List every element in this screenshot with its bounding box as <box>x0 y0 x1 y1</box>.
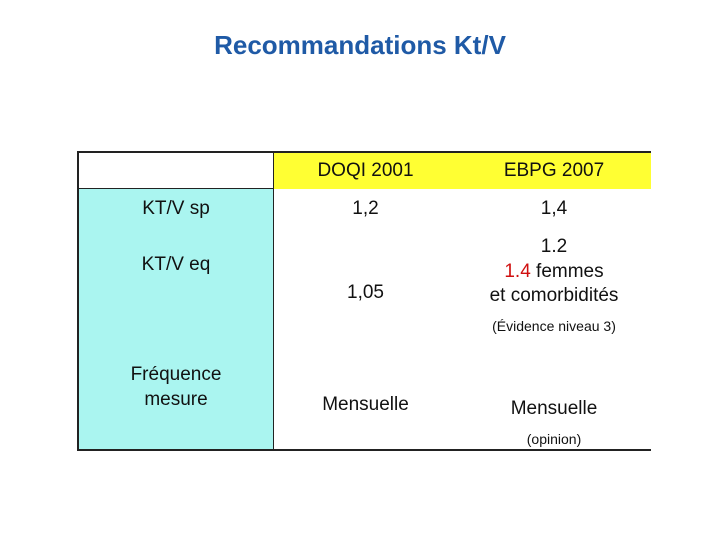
row-label-frequency-line2: mesure <box>144 388 208 410</box>
table-corner-cell <box>79 153 274 189</box>
ebpg-ktv-eq-line1: 1.2 <box>540 236 568 257</box>
recommendations-table: DOQI 2001 EBPG 2007 KT/V sp 1,2 1,4 KT/V… <box>77 151 651 451</box>
ebpg-frequency-note: (opinion) <box>526 430 582 447</box>
ebpg-ktv-eq-note: (Évidence niveau 3) <box>492 318 616 335</box>
row-label-ktv-eq: KT/V eq <box>79 229 274 357</box>
row-label-frequency: Fréquence mesure <box>79 357 274 449</box>
ebpg-ktv-sp: 1,4 <box>457 189 651 229</box>
header-doqi: DOQI 2001 <box>274 153 457 189</box>
doqi-frequency: Mensuelle <box>274 357 457 449</box>
header-ebpg: EBPG 2007 <box>457 153 651 189</box>
ebpg-frequency: Mensuelle (opinion) <box>457 357 651 449</box>
ebpg-ktv-eq-line2: 1.4 femmes <box>504 260 603 285</box>
row-label-frequency-line1: Fréquence <box>130 364 222 385</box>
row-label-ktv-sp: KT/V sp <box>79 189 274 229</box>
doqi-ktv-sp: 1,2 <box>274 189 457 229</box>
ebpg-ktv-eq-line3: et comorbidités <box>489 285 619 307</box>
ebpg-frequency-value: Mensuelle <box>510 398 598 419</box>
doqi-ktv-eq: 1,05 <box>274 229 457 357</box>
ebpg-ktv-eq-women: femmes <box>530 260 604 282</box>
ebpg-ktv-eq: 1.2 1.4 femmes et comorbidités (Évidence… <box>457 229 651 357</box>
ebpg-ktv-eq-highlight: 1.4 <box>504 260 531 282</box>
slide-title: Recommandations Kt/V <box>214 30 506 60</box>
